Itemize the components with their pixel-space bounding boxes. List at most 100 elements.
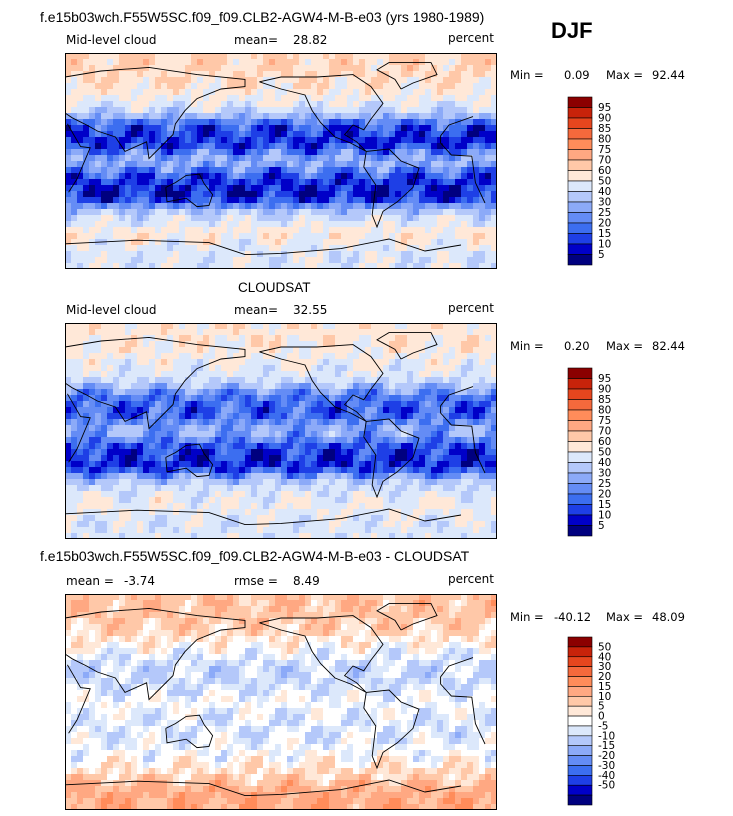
map-cell (311, 71, 318, 78)
map-cell (173, 473, 180, 480)
map-cell (263, 143, 270, 150)
map-cell (71, 119, 78, 126)
map-cell (455, 155, 462, 162)
map-cell (437, 149, 444, 156)
map-cell (419, 257, 426, 264)
map-cell (263, 53, 270, 60)
map-cell (317, 149, 324, 156)
map-cell (167, 185, 174, 192)
map-cell (491, 491, 497, 498)
map-cell (281, 335, 288, 342)
map-cell (263, 227, 270, 234)
map-cell (161, 215, 168, 222)
map-cell (203, 113, 210, 120)
map-cell (281, 263, 288, 269)
map-cell (161, 437, 168, 444)
map-cell (335, 491, 342, 498)
map-cell (383, 491, 390, 498)
map-cell (281, 131, 288, 138)
map-cell (257, 371, 264, 378)
map-cell (185, 455, 192, 462)
map-cell (353, 107, 360, 114)
map-cell (323, 215, 330, 222)
map-cell (143, 197, 150, 204)
map-cell (335, 53, 342, 60)
map-cell (275, 395, 282, 402)
map-cell (209, 227, 216, 234)
map-cell (71, 107, 78, 114)
map-cell (461, 191, 468, 198)
map-cell (263, 479, 270, 486)
map-cell (191, 491, 198, 498)
map-cell (65, 179, 72, 186)
map-cell (395, 263, 402, 269)
map-cell (179, 155, 186, 162)
map-cell (257, 203, 264, 210)
map-cell (461, 173, 468, 180)
map-cell (377, 245, 384, 252)
map-cell (311, 365, 318, 372)
map-cell (275, 245, 282, 252)
map-cell (287, 143, 294, 150)
map-cell (179, 341, 186, 348)
map-cell (425, 71, 432, 78)
map-cell (467, 263, 474, 269)
map-cell (323, 95, 330, 102)
map-cell (347, 509, 354, 516)
map-cell (233, 161, 240, 168)
map-cell (227, 203, 234, 210)
map-cell (461, 497, 468, 504)
map-cell (365, 335, 372, 342)
map-cell (443, 431, 450, 438)
map-cell (77, 221, 84, 228)
map-cell (245, 335, 252, 342)
map-cell (401, 65, 408, 72)
map-cell (359, 209, 366, 216)
map-cell (215, 347, 222, 354)
map-cell (299, 221, 306, 228)
map-cell (293, 461, 300, 468)
map-cell (275, 143, 282, 150)
map-cell (395, 95, 402, 102)
map-cell (149, 473, 156, 480)
map-cell (491, 461, 497, 468)
map-cell (443, 131, 450, 138)
map-cell (317, 197, 324, 204)
map-cell (95, 215, 102, 222)
map-cell (89, 497, 96, 504)
map-cell (389, 251, 396, 258)
map-cell (407, 515, 414, 522)
map-cell (257, 425, 264, 432)
map-cell (485, 377, 492, 384)
map-cell (311, 185, 318, 192)
map-cell (113, 59, 120, 66)
map-cell (395, 407, 402, 414)
map-cell (185, 71, 192, 78)
map-cell (383, 257, 390, 264)
map-cell (131, 137, 138, 144)
map-cell (95, 491, 102, 498)
panel2-variable-label: Mid-level cloud (66, 303, 157, 317)
map-cell (101, 353, 108, 360)
map-cell (203, 107, 210, 114)
map-cell (359, 359, 366, 366)
map-cell (419, 65, 426, 72)
map-cell (149, 263, 156, 269)
map-cell (113, 197, 120, 204)
map-cell (233, 407, 240, 414)
map-cell (203, 455, 210, 462)
map-cell (293, 221, 300, 228)
map-cell (257, 131, 264, 138)
map-cell (461, 419, 468, 426)
map-cell (209, 209, 216, 216)
map-cell (359, 221, 366, 228)
map-cell (371, 359, 378, 366)
map-cell (425, 467, 432, 474)
map-cell (335, 449, 342, 456)
map-cell (425, 167, 432, 174)
map-cell (131, 425, 138, 432)
map-cell (167, 515, 174, 522)
map-cell (383, 245, 390, 252)
map-cell (77, 407, 84, 414)
map-cell (173, 59, 180, 66)
